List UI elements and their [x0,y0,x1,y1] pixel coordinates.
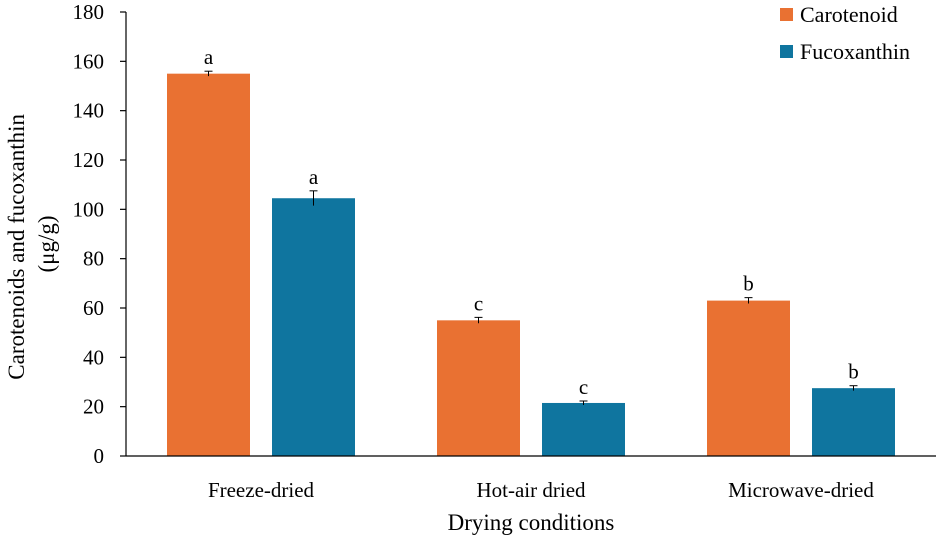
bar-fucoxanthin-0 [272,198,355,456]
y-ticks: 0 20 40 60 80 100 120 140 160 180 [73,0,126,468]
significance-label: a [309,165,319,189]
significance-label: b [848,360,859,384]
y-tick-label: 180 [73,0,105,24]
y-tick-label: 160 [73,49,105,73]
bar-fucoxanthin-1 [542,402,625,456]
y-tick-label: 80 [83,247,104,271]
x-axis-title: Drying conditions [448,510,615,535]
bar-carotenoid-1 [437,320,520,456]
y-tick-label: 140 [73,99,105,123]
y-tick-label: 20 [83,395,104,419]
significance-label: b [743,272,754,296]
bar-fucoxanthin-2 [812,388,895,456]
y-tick-label: 60 [83,296,104,320]
significance-label: a [204,45,214,69]
x-category-label: Freeze-dried [208,478,315,502]
bars-layer: a a c c b b [167,45,895,457]
legend-label-fucoxanthin: Fucoxanthin [800,39,910,64]
y-axis-title-line-1: Carotenoids and fucoxanthin [4,114,29,380]
bar-carotenoid-2 [707,300,790,456]
x-category-labels: Freeze-dried Hot-air dried Microwave-dried [208,478,874,502]
axes-layer [125,12,936,457]
x-category-label: Hot-air dried [476,478,586,502]
legend: Carotenoid Fucoxanthin [780,2,910,64]
significance-label: c [474,291,483,315]
y-tick-label: 0 [94,444,105,468]
y-tick-label: 100 [73,197,105,221]
legend-label-carotenoid: Carotenoid [800,2,898,27]
y-axis-title-line-2: (μg/g) [34,215,59,272]
y-tick-label: 120 [73,148,105,172]
bar-carotenoid-0 [167,73,250,457]
legend-swatch-carotenoid [780,8,793,21]
significance-label: c [579,375,588,399]
y-tick-label: 40 [83,345,104,369]
y-axis-title: Carotenoids and fucoxanthin (μg/g) [4,108,59,379]
x-category-label: Microwave-dried [728,478,874,502]
legend-swatch-fucoxanthin [780,45,793,58]
